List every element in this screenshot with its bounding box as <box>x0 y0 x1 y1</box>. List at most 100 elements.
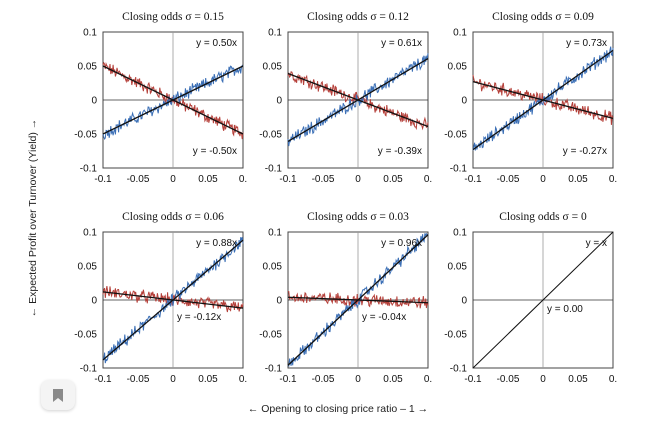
y-tick-label: 0.1 <box>453 28 467 39</box>
x-tick-label: 0 <box>170 374 176 385</box>
y-tick-label: 0.05 <box>448 62 468 73</box>
y-tick-label: 0 <box>276 296 282 307</box>
panel-5: Closing odds σ = 0.030.10.050-0.05-0.1-0… <box>259 211 432 385</box>
y-tick-label: 0.1 <box>453 228 467 239</box>
x-tick-label: 0. <box>424 374 432 385</box>
y-tick-label: -0.05 <box>259 330 282 341</box>
equation-label-short: y = 0.00 <box>547 304 583 315</box>
x-tick-label: 0 <box>355 374 361 385</box>
y-tick-label: 0.1 <box>83 228 97 239</box>
x-tick-label: 0. <box>424 174 432 185</box>
y-tick-label: 0.1 <box>83 28 97 39</box>
equation-label-long: y = 0.96x <box>381 238 422 249</box>
y-tick-label: 0 <box>91 296 97 307</box>
series-long-blue <box>102 237 244 364</box>
panel-title: Closing odds σ = 0.12 <box>307 11 409 23</box>
bookmark-icon <box>53 388 63 402</box>
y-tick-label: -0.1 <box>450 164 468 175</box>
x-tick-label: -0.1 <box>464 174 482 185</box>
panel-title: Closing odds σ = 0 <box>499 211 587 223</box>
panel-2: Closing odds σ = 0.120.10.050-0.05-0.1-0… <box>259 11 432 185</box>
panel-title: Closing odds σ = 0.09 <box>492 11 594 23</box>
x-tick-label: -0.1 <box>279 174 297 185</box>
y-tick-label: 0 <box>91 96 97 107</box>
panel-title: Closing odds σ = 0.15 <box>122 11 224 23</box>
y-tick-label: -0.1 <box>80 164 98 175</box>
x-tick-label: -0.1 <box>464 374 482 385</box>
x-tick-label: -0.1 <box>94 374 112 385</box>
bookmark-button[interactable] <box>41 380 75 410</box>
equation-label-short: y = -0.27x <box>563 146 607 157</box>
y-tick-label: 0.05 <box>448 262 468 273</box>
series-short-red <box>287 71 429 131</box>
x-tick-label: 0. <box>239 174 247 185</box>
x-tick-label: 0. <box>609 374 617 385</box>
x-tick-label: 0.05 <box>383 374 403 385</box>
y-tick-label: 0 <box>461 96 467 107</box>
fit-line-long <box>287 57 429 143</box>
equation-label-long: y = 0.88x <box>196 238 237 249</box>
equation-label-short: y = -0.04x <box>362 312 406 323</box>
x-tick-label: -0.05 <box>312 174 335 185</box>
y-tick-label: -0.05 <box>74 330 97 341</box>
panel-1: Closing odds σ = 0.150.10.050-0.05-0.1-0… <box>74 11 247 185</box>
equation-label-long: y = 0.50x <box>196 38 237 49</box>
y-tick-label: -0.1 <box>80 364 98 375</box>
y-tick-label: -0.05 <box>74 130 97 141</box>
x-tick-label: -0.05 <box>127 174 150 185</box>
y-tick-label: 0 <box>276 96 282 107</box>
fit-line-long <box>102 65 244 135</box>
fit-line-long <box>472 231 614 369</box>
x-tick-label: 0.05 <box>198 174 218 185</box>
y-tick-label: 0.05 <box>78 62 98 73</box>
y-tick-label: -0.05 <box>444 330 467 341</box>
x-tick-label: 0 <box>540 374 546 385</box>
equation-label-short: y = -0.39x <box>378 146 422 157</box>
x-tick-label: -0.05 <box>127 374 150 385</box>
series-short-red <box>102 61 244 140</box>
y-tick-label: 0.1 <box>268 228 282 239</box>
x-tick-label: -0.05 <box>497 174 520 185</box>
equation-label-long: y = 0.61x <box>381 38 422 49</box>
x-tick-label: 0 <box>170 174 176 185</box>
panel-3: Closing odds σ = 0.090.10.050-0.05-0.1-0… <box>444 11 617 185</box>
x-tick-label: 0 <box>355 174 361 185</box>
panel-title: Closing odds σ = 0.06 <box>122 211 224 223</box>
y-tick-label: 0.05 <box>263 62 283 73</box>
equation-label-short: y = -0.12x <box>177 312 221 323</box>
x-tick-label: -0.1 <box>94 174 112 185</box>
panel-title: Closing odds σ = 0.03 <box>307 211 409 223</box>
series-long-blue <box>287 232 429 368</box>
y-axis-label: ← Expected Profit over Turnover (Yield) … <box>27 119 39 318</box>
x-tick-label: 0.05 <box>568 374 588 385</box>
panel-4: Closing odds σ = 0.060.10.050-0.05-0.1-0… <box>74 211 247 385</box>
x-tick-label: 0.05 <box>568 174 588 185</box>
x-axis-label: ← Opening to closing price ratio – 1 → <box>248 403 428 415</box>
x-tick-label: 0.05 <box>383 174 403 185</box>
y-tick-label: 0.1 <box>268 28 282 39</box>
x-tick-label: -0.05 <box>312 374 335 385</box>
equation-label-long: y = x <box>586 238 607 249</box>
series-long-blue <box>472 46 614 151</box>
y-tick-label: 0.05 <box>263 262 283 273</box>
y-tick-label: -0.05 <box>259 130 282 141</box>
x-tick-label: 0. <box>239 374 247 385</box>
y-tick-label: 0 <box>461 296 467 307</box>
x-tick-label: -0.1 <box>279 374 297 385</box>
panel-6: Closing odds σ = 0 0.1 0.05 0 -0.05 -0.1-0.1 -… <box>444 211 617 385</box>
y-tick-label: -0.1 <box>450 364 468 375</box>
fit-line-long <box>287 234 429 366</box>
x-tick-label: -0.05 <box>497 374 520 385</box>
equation-label-short: y = -0.50x <box>193 146 237 157</box>
y-tick-label: 0.05 <box>78 262 98 273</box>
x-tick-label: 0.05 <box>198 374 218 385</box>
y-tick-label: -0.05 <box>444 130 467 141</box>
equation-label-long: y = 0.73x <box>566 38 607 49</box>
fit-line-long <box>102 239 244 361</box>
x-tick-label: 0. <box>609 174 617 185</box>
fit-line-long <box>472 49 614 151</box>
y-tick-label: -0.1 <box>265 364 283 375</box>
x-tick-label: 0 <box>540 174 546 185</box>
y-tick-label: -0.1 <box>265 164 283 175</box>
